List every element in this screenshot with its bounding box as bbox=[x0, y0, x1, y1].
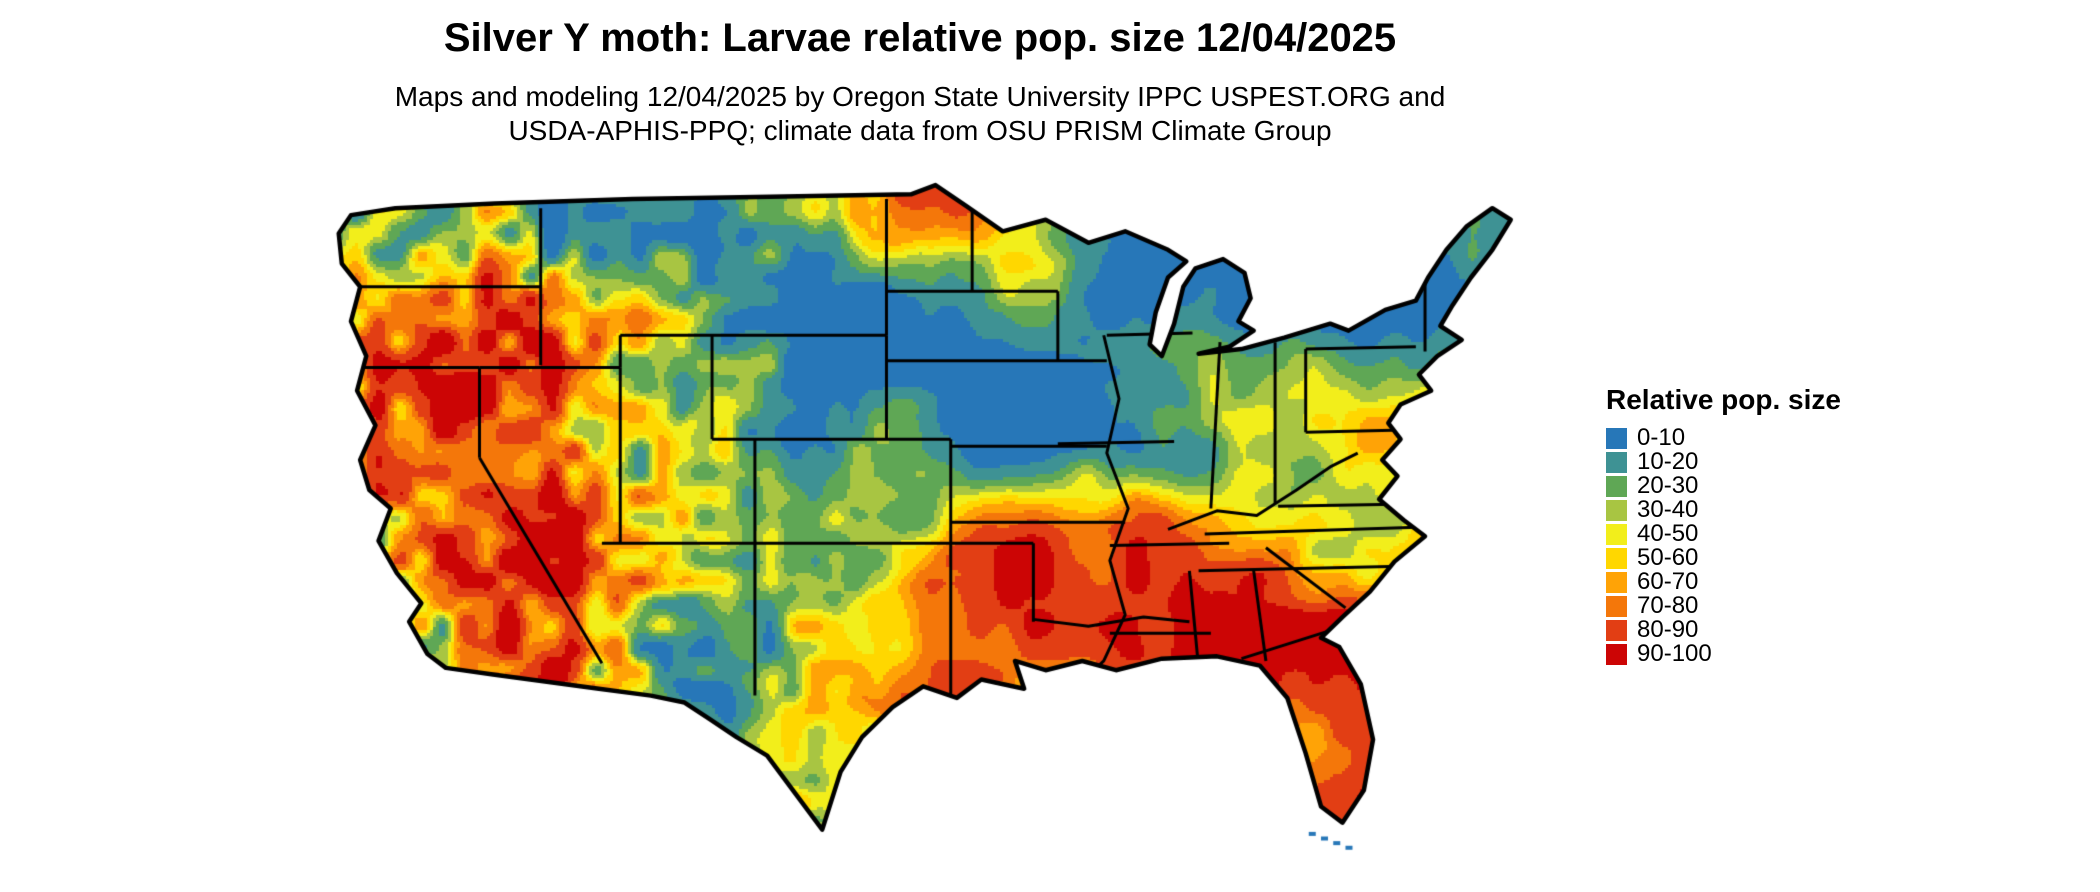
legend-entry: 70-80 bbox=[1606, 592, 1841, 619]
map-subtitle-line1: Maps and modeling 12/04/2025 by Oregon S… bbox=[394, 81, 1446, 112]
legend-entry-label: 10-20 bbox=[1637, 448, 1699, 475]
legend-entry-label: 0-10 bbox=[1637, 424, 1686, 451]
legend-entry-label: 50-60 bbox=[1637, 544, 1699, 571]
legend-entry: 90-100 bbox=[1606, 640, 1841, 667]
legend-swatch bbox=[1606, 499, 1627, 521]
legend-title: Relative pop. size bbox=[1606, 384, 1841, 415]
legend-entry: 0-10 bbox=[1606, 424, 1841, 451]
legend-swatch bbox=[1606, 475, 1627, 497]
legend-entry-label: 80-90 bbox=[1637, 616, 1699, 643]
legend-entry-label: 60-70 bbox=[1637, 568, 1699, 595]
legend-entry-label: 30-40 bbox=[1637, 496, 1699, 523]
legend-swatch bbox=[1606, 523, 1627, 545]
legend-entry: 60-70 bbox=[1606, 568, 1841, 595]
legend-entry: 80-90 bbox=[1606, 616, 1841, 643]
legend-swatch bbox=[1606, 451, 1627, 473]
legend-swatch bbox=[1606, 595, 1627, 617]
legend-swatch bbox=[1606, 571, 1627, 593]
legend-swatch bbox=[1606, 643, 1627, 665]
map-legend: Relative pop. size 0-10 10-20 20-30 30-40 40… bbox=[1606, 384, 1841, 667]
legend-entry: 40-50 bbox=[1606, 520, 1841, 547]
legend-entry-label: 90-100 bbox=[1637, 640, 1712, 667]
us-map-raster bbox=[250, 162, 1560, 884]
map-subtitle: Maps and modeling 12/04/2025 by Oregon S… bbox=[0, 80, 1840, 148]
legend-swatch bbox=[1606, 427, 1627, 449]
legend-entry: 20-30 bbox=[1606, 472, 1841, 499]
legend-entry: 50-60 bbox=[1606, 544, 1841, 571]
legend-entry: 10-20 bbox=[1606, 448, 1841, 475]
legend-entries: 0-10 10-20 20-30 30-40 40-50 50-60 60-70 70-80 8… bbox=[1606, 424, 1841, 667]
legend-swatch bbox=[1606, 547, 1627, 569]
legend-entry-label: 20-30 bbox=[1637, 472, 1699, 499]
legend-entry: 30-40 bbox=[1606, 496, 1841, 523]
map-title: Silver Y moth: Larvae relative pop. size… bbox=[443, 16, 1397, 60]
legend-swatch bbox=[1606, 619, 1627, 641]
map-subtitle-line2: USDA-APHIS-PPQ; climate data from OSU PR… bbox=[508, 115, 1332, 146]
legend-entry-label: 70-80 bbox=[1637, 592, 1699, 619]
legend-entry-label: 40-50 bbox=[1637, 520, 1699, 547]
